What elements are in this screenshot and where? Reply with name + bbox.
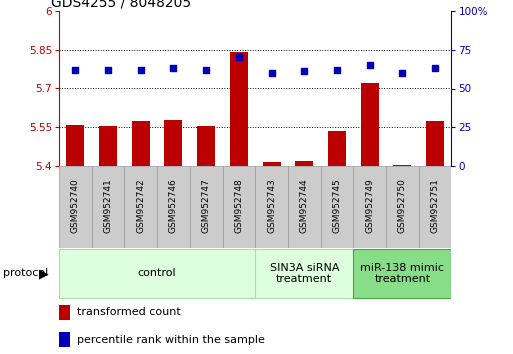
- Text: percentile rank within the sample: percentile rank within the sample: [77, 335, 265, 345]
- Bar: [190, 166, 223, 248]
- Point: [104, 67, 112, 73]
- Text: GSM952743: GSM952743: [267, 179, 276, 233]
- Text: GSM952750: GSM952750: [398, 179, 407, 234]
- Text: GSM952742: GSM952742: [136, 179, 145, 233]
- Text: GSM952751: GSM952751: [430, 179, 440, 234]
- Text: miR-138 mimic
treatment: miR-138 mimic treatment: [361, 263, 444, 284]
- Point: [333, 67, 341, 73]
- Point: [169, 65, 177, 71]
- Bar: [59, 166, 92, 248]
- Text: GSM952744: GSM952744: [300, 179, 309, 233]
- Bar: [92, 166, 125, 248]
- Bar: [386, 166, 419, 248]
- Bar: [295, 161, 313, 166]
- Text: protocol: protocol: [3, 268, 48, 279]
- Point: [235, 55, 243, 60]
- Bar: [157, 166, 190, 248]
- Bar: [124, 166, 157, 248]
- Text: control: control: [138, 268, 176, 279]
- Point: [431, 65, 439, 71]
- Text: GDS4255 / 8048205: GDS4255 / 8048205: [51, 0, 191, 10]
- Bar: [353, 249, 451, 298]
- Bar: [59, 304, 70, 320]
- Text: GSM952745: GSM952745: [332, 179, 342, 233]
- Text: ▶: ▶: [38, 267, 48, 280]
- Bar: [223, 166, 255, 248]
- Bar: [66, 125, 84, 166]
- Text: GSM952741: GSM952741: [104, 179, 112, 233]
- Text: transformed count: transformed count: [77, 307, 181, 317]
- Point: [366, 62, 374, 68]
- Text: SIN3A siRNA
treatment: SIN3A siRNA treatment: [269, 263, 339, 284]
- Point: [398, 70, 406, 76]
- Bar: [165, 120, 183, 166]
- Bar: [197, 126, 215, 166]
- Bar: [132, 121, 150, 166]
- Text: GSM952746: GSM952746: [169, 179, 178, 233]
- Point: [267, 70, 275, 76]
- Bar: [353, 166, 386, 248]
- Bar: [255, 249, 353, 298]
- Bar: [419, 166, 451, 248]
- Bar: [321, 166, 353, 248]
- Bar: [255, 166, 288, 248]
- Point: [71, 67, 80, 73]
- Point: [136, 67, 145, 73]
- Bar: [328, 131, 346, 166]
- Bar: [263, 162, 281, 166]
- Bar: [59, 332, 70, 347]
- Bar: [288, 166, 321, 248]
- Text: GSM952747: GSM952747: [202, 179, 211, 233]
- Bar: [59, 249, 255, 298]
- Bar: [361, 83, 379, 166]
- Text: GSM952748: GSM952748: [234, 179, 243, 233]
- Point: [202, 67, 210, 73]
- Bar: [99, 126, 117, 166]
- Bar: [393, 165, 411, 166]
- Point: [300, 69, 308, 74]
- Text: GSM952740: GSM952740: [71, 179, 80, 233]
- Text: GSM952749: GSM952749: [365, 179, 374, 233]
- Bar: [230, 52, 248, 166]
- Bar: [426, 121, 444, 166]
